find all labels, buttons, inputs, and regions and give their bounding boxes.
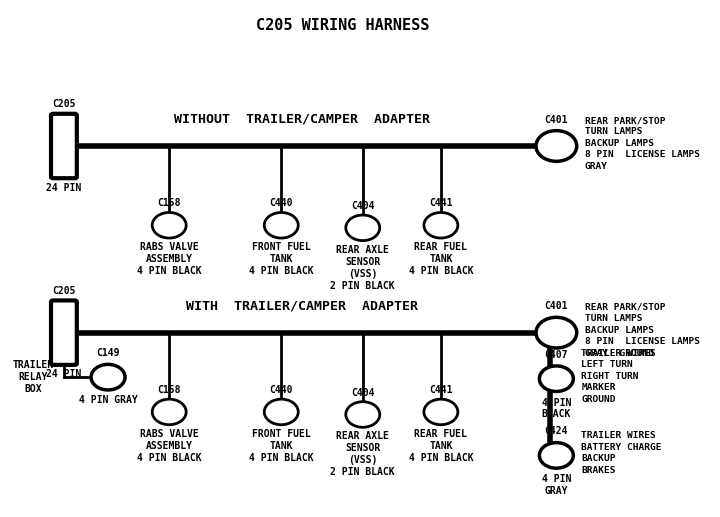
Text: FRONT FUEL
TANK
4 PIN BLACK: FRONT FUEL TANK 4 PIN BLACK [249,242,314,276]
Circle shape [264,212,298,238]
Text: C440: C440 [269,199,293,208]
Text: REAR PARK/STOP
TURN LAMPS
BACKUP LAMPS
8 PIN  LICENSE LAMPS
GRAY: REAR PARK/STOP TURN LAMPS BACKUP LAMPS 8… [585,116,700,171]
Circle shape [346,402,379,427]
Text: RABS VALVE
ASSEMBLY
4 PIN BLACK: RABS VALVE ASSEMBLY 4 PIN BLACK [137,429,202,463]
Text: C158: C158 [158,385,181,395]
Circle shape [539,366,573,391]
Circle shape [536,317,577,348]
Text: C441: C441 [429,385,453,395]
Text: RABS VALVE
ASSEMBLY
4 PIN BLACK: RABS VALVE ASSEMBLY 4 PIN BLACK [137,242,202,276]
Circle shape [424,212,458,238]
Text: C205: C205 [52,286,76,296]
Text: REAR PARK/STOP
TURN LAMPS
BACKUP LAMPS
8 PIN  LICENSE LAMPS
GRAY  GROUND: REAR PARK/STOP TURN LAMPS BACKUP LAMPS 8… [585,302,700,357]
Text: C441: C441 [429,199,453,208]
Circle shape [264,399,298,425]
Text: C404: C404 [351,388,374,398]
Circle shape [536,131,577,161]
Text: 24 PIN: 24 PIN [46,183,81,193]
Circle shape [91,364,125,390]
Text: WITHOUT  TRAILER/CAMPER  ADAPTER: WITHOUT TRAILER/CAMPER ADAPTER [174,113,430,126]
Text: C401: C401 [544,114,568,125]
Text: C407: C407 [544,350,568,360]
Text: REAR AXLE
SENSOR
(VSS)
2 PIN BLACK: REAR AXLE SENSOR (VSS) 2 PIN BLACK [330,431,395,477]
Text: 24 PIN: 24 PIN [46,370,81,379]
Text: REAR AXLE
SENSOR
(VSS)
2 PIN BLACK: REAR AXLE SENSOR (VSS) 2 PIN BLACK [330,245,395,291]
Text: 4 PIN
GRAY: 4 PIN GRAY [541,474,571,496]
Text: 4 PIN
BLACK: 4 PIN BLACK [541,398,571,419]
Text: C401: C401 [544,301,568,311]
Text: C158: C158 [158,199,181,208]
Text: C440: C440 [269,385,293,395]
Text: REAR FUEL
TANK
4 PIN BLACK: REAR FUEL TANK 4 PIN BLACK [408,242,473,276]
Circle shape [424,399,458,425]
Text: C149: C149 [96,348,120,358]
Text: C424: C424 [544,427,568,436]
Text: C205: C205 [52,99,76,109]
Text: FRONT FUEL
TANK
4 PIN BLACK: FRONT FUEL TANK 4 PIN BLACK [249,429,314,463]
Text: REAR FUEL
TANK
4 PIN BLACK: REAR FUEL TANK 4 PIN BLACK [408,429,473,463]
Circle shape [152,212,186,238]
Text: C404: C404 [351,201,374,211]
Circle shape [152,399,186,425]
Text: TRAILER
RELAY
BOX: TRAILER RELAY BOX [13,360,54,394]
Text: TRAILER WIRES
BATTERY CHARGE
BACKUP
BRAKES: TRAILER WIRES BATTERY CHARGE BACKUP BRAK… [582,431,662,475]
FancyBboxPatch shape [51,114,77,178]
Circle shape [539,443,573,468]
Text: WITH  TRAILER/CAMPER  ADAPTER: WITH TRAILER/CAMPER ADAPTER [186,299,418,312]
Text: TRAILER WIRES
LEFT TURN
RIGHT TURN
MARKER
GROUND: TRAILER WIRES LEFT TURN RIGHT TURN MARKE… [582,349,656,404]
Text: C205 WIRING HARNESS: C205 WIRING HARNESS [256,18,429,33]
Circle shape [346,215,379,240]
FancyBboxPatch shape [51,300,77,365]
Text: 4 PIN GRAY: 4 PIN GRAY [78,395,138,405]
